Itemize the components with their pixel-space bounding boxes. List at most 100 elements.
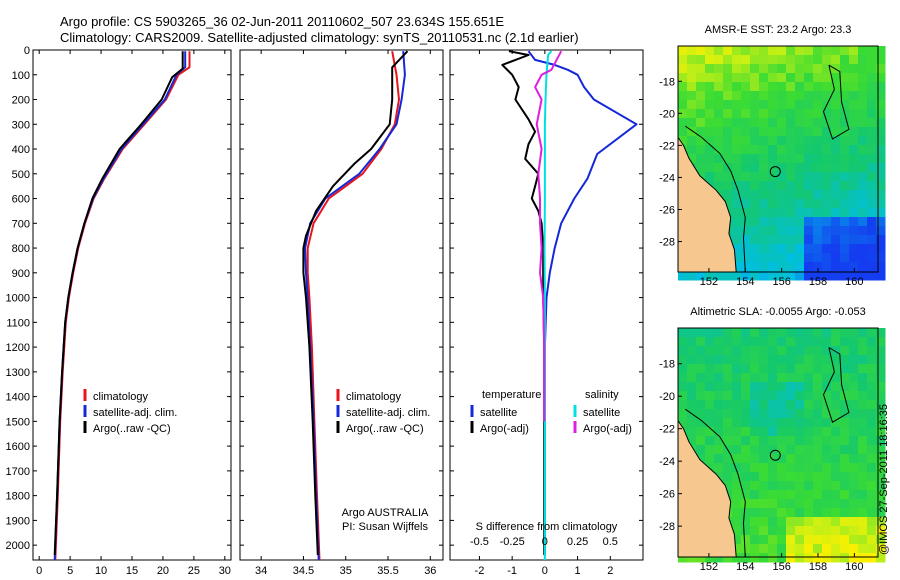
map-cell: [831, 208, 841, 218]
map-cell: [714, 91, 724, 101]
map-cell: [813, 373, 823, 383]
map-cell: [750, 526, 760, 536]
legend-label: climatology: [346, 391, 402, 403]
map-cell: [813, 235, 823, 245]
map-cell: [867, 190, 877, 200]
map-cell: [858, 409, 868, 419]
map-cell: [804, 427, 814, 437]
map-cell: [750, 253, 760, 263]
map-cell: [696, 145, 706, 155]
map-cell: [768, 328, 778, 338]
map-cell: [705, 454, 715, 464]
series-magenta: [534, 50, 563, 422]
map-cell: [696, 136, 706, 146]
map-cell: [849, 46, 859, 56]
map-cell: [876, 499, 886, 509]
map-cell: [759, 355, 769, 365]
map-cell: [741, 508, 751, 518]
map-cell: [732, 253, 742, 263]
map-cell: [678, 136, 688, 146]
map-cell: [786, 163, 796, 173]
map-cell: [822, 337, 832, 347]
legend-title: salinity: [585, 389, 619, 401]
map-cell: [867, 100, 877, 110]
map-x-tick-label: 160: [845, 276, 863, 288]
map-cell: [822, 181, 832, 191]
map-cell: [732, 226, 742, 236]
map-cell: [696, 64, 706, 74]
legend-label: satellite-adj. clim.: [93, 407, 177, 419]
map-cell: [750, 373, 760, 383]
map-cell: [777, 253, 787, 263]
map-cell: [786, 109, 796, 119]
map-cell: [768, 337, 778, 347]
map-cell: [831, 382, 841, 392]
map-cell: [822, 226, 832, 236]
map-cell: [786, 244, 796, 254]
map-cell: [867, 382, 877, 392]
map-cell: [705, 163, 715, 173]
y-tick-label: 300: [12, 119, 30, 131]
map-cell: [804, 145, 814, 155]
map-cell: [732, 382, 742, 392]
map-cell: [804, 109, 814, 119]
map-cell: [750, 145, 760, 155]
map-cell: [822, 436, 832, 446]
map-cell: [813, 346, 823, 356]
map-cell: [732, 244, 742, 254]
map-cell: [759, 445, 769, 455]
map-cell: [786, 553, 796, 563]
map-cell: [867, 136, 877, 146]
map-cell: [867, 481, 877, 491]
map-x-tick-label: 160: [845, 561, 863, 573]
map-cell: [858, 46, 868, 56]
map-cell: [876, 190, 886, 200]
map-cell: [822, 526, 832, 536]
map-cell: [750, 436, 760, 446]
map-cell: [876, 244, 886, 254]
map-cell: [795, 499, 805, 509]
temperature-x-tick-label: 0: [36, 565, 42, 577]
map-cell: [813, 91, 823, 101]
map-cell: [813, 163, 823, 173]
map-cell: [831, 373, 841, 383]
map-cell: [876, 136, 886, 146]
map-cell: [786, 472, 796, 482]
map-cell: [795, 409, 805, 419]
map-cell: [822, 199, 832, 209]
map-cell: [795, 226, 805, 236]
map-cell: [741, 427, 751, 437]
map-cell: [786, 526, 796, 536]
map-cell: [741, 163, 751, 173]
map-cell: [768, 100, 778, 110]
map-cell: [867, 208, 877, 218]
map-cell: [714, 373, 724, 383]
map-cell: [741, 337, 751, 347]
map-cell: [777, 136, 787, 146]
map-cell: [876, 82, 886, 92]
map-cell: [759, 499, 769, 509]
map-cell: [867, 262, 877, 272]
map-y-tick-label: -24: [659, 456, 675, 468]
map-cell: [840, 226, 850, 236]
map-cell: [849, 64, 859, 74]
map-cell: [786, 217, 796, 227]
map-cell: [795, 172, 805, 182]
map-cell: [822, 163, 832, 173]
map-cell: [849, 517, 859, 527]
map-cell: [822, 46, 832, 56]
map-cell: [849, 217, 859, 227]
bathymetry-contour: [822, 347, 850, 423]
map-cell: [723, 91, 733, 101]
salinity-frame: [239, 49, 444, 561]
map-cell: [759, 436, 769, 446]
panel-differences: -2-1012T difference from climatology-0.5…: [449, 49, 644, 580]
map-cell: [795, 244, 805, 254]
map-cell: [777, 454, 787, 464]
map-cell: [849, 91, 859, 101]
map-cell: [840, 82, 850, 92]
map-cell: [732, 199, 742, 209]
map-cell: [867, 253, 877, 263]
map-cell: [804, 364, 814, 374]
map-cell: [732, 46, 742, 56]
